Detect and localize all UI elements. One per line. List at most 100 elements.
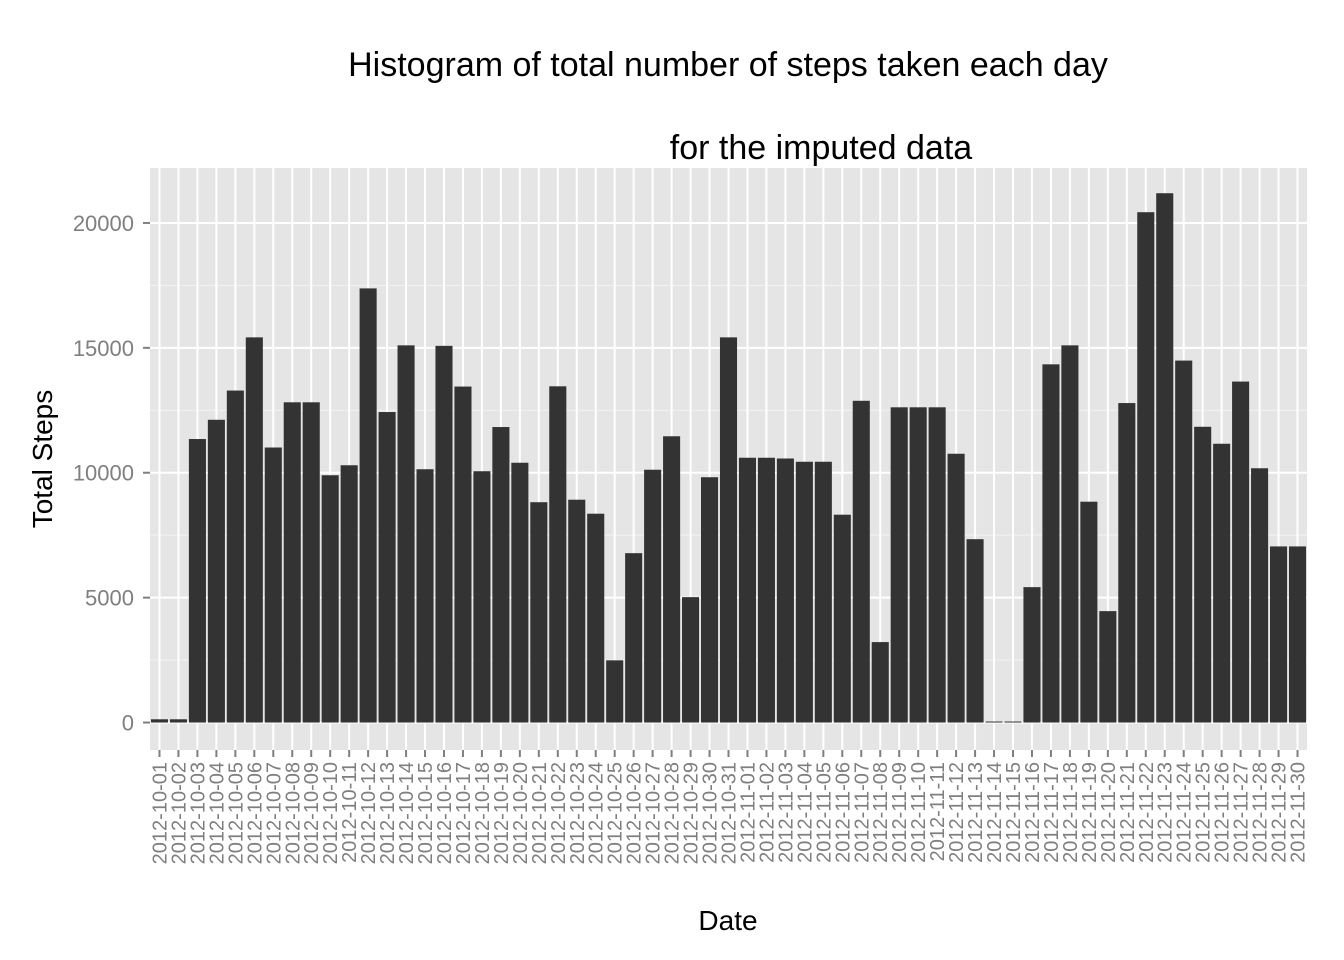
x-tick-label: 2012-10-13 [377, 762, 399, 864]
x-tick-label: 2012-10-19 [491, 762, 513, 864]
x-tick-label: 2012-11-23 [1155, 762, 1177, 863]
bar [1099, 611, 1117, 723]
x-tick-label: 2012-11-17 [1041, 762, 1063, 863]
bar [814, 461, 832, 723]
bar [549, 386, 567, 723]
bar [416, 469, 434, 723]
x-tick-label: 2012-11-20 [1098, 762, 1120, 863]
x-tick-label: 2012-11-02 [756, 762, 778, 863]
bar [1061, 345, 1079, 723]
x-tick-label: 2012-10-10 [320, 762, 342, 864]
bar [1137, 212, 1155, 723]
x-tick-label: 2012-11-06 [832, 762, 854, 863]
x-tick-label: 2012-11-03 [775, 762, 797, 863]
x-tick-label: 2012-10-03 [187, 762, 209, 864]
bar [169, 719, 187, 723]
bar [397, 345, 415, 723]
x-tick-label: 2012-11-10 [908, 762, 930, 863]
x-tick-label: 2012-11-15 [1003, 762, 1025, 863]
bar [776, 458, 794, 723]
x-axis: 2012-10-012012-10-022012-10-032012-10-04… [149, 750, 1310, 864]
bar [1118, 403, 1136, 723]
bar [587, 513, 605, 723]
x-tick-label: 2012-11-30 [1288, 762, 1310, 863]
chart-title-line-1: Histogram of total number of steps taken… [348, 46, 1108, 84]
bar [473, 471, 491, 723]
bar [663, 436, 681, 723]
x-tick-label: 2012-11-04 [794, 762, 816, 863]
bar [1288, 546, 1307, 723]
bar [321, 475, 339, 723]
bar [1270, 546, 1288, 723]
x-tick-label: 2012-11-26 [1212, 762, 1234, 863]
bar [188, 439, 206, 723]
bar [928, 407, 946, 723]
x-tick-label: 2012-10-23 [567, 762, 589, 864]
y-axis-title: Total Steps [27, 390, 58, 529]
bar [245, 337, 263, 723]
bar [719, 337, 738, 723]
x-tick-label: 2012-10-26 [624, 762, 646, 864]
x-tick-label: 2012-10-27 [643, 762, 665, 864]
x-tick-label: 2012-10-12 [358, 762, 380, 864]
x-tick-label: 2012-10-04 [206, 762, 228, 864]
x-tick-label: 2012-11-08 [870, 762, 892, 863]
x-tick-label: 2012-10-17 [453, 762, 475, 864]
bar [359, 288, 377, 723]
bar [435, 345, 453, 723]
x-tick-label: 2012-11-12 [946, 762, 968, 863]
x-tick-label: 2012-10-22 [548, 762, 570, 864]
x-tick-label: 2012-11-22 [1136, 762, 1158, 863]
chart-title-line-2: for the imputed data [670, 129, 973, 167]
x-tick-label: 2012-11-21 [1117, 762, 1139, 863]
bar [302, 402, 320, 723]
bar [833, 514, 851, 723]
bar [757, 457, 775, 723]
x-tick-label: 2012-11-18 [1060, 762, 1082, 863]
x-tick-label: 2012-10-08 [282, 762, 304, 864]
bar [264, 447, 282, 723]
x-tick-label: 2012-10-07 [263, 762, 285, 864]
x-tick-label: 2012-11-01 [737, 762, 759, 863]
x-tick-label: 2012-10-31 [719, 762, 741, 864]
x-tick-label: 2012-10-24 [586, 762, 608, 864]
x-tick-label: 2012-11-11 [927, 762, 949, 861]
x-tick-label: 2012-11-05 [813, 762, 835, 863]
x-tick-label: 2012-10-01 [149, 762, 171, 864]
bar [568, 499, 586, 723]
x-tick-label: 2012-11-14 [984, 762, 1006, 863]
x-tick-label: 2012-10-30 [700, 762, 722, 864]
x-tick-label: 2012-10-11 [339, 762, 361, 863]
bar [1175, 360, 1193, 723]
bar [795, 461, 813, 723]
x-tick-label: 2012-10-29 [681, 762, 703, 864]
bar [947, 453, 965, 723]
bar [890, 407, 908, 723]
x-tick-label: 2012-11-25 [1193, 762, 1215, 863]
y-tick-label: 10000 [73, 461, 134, 486]
y-axis: 0 5000 10000 15000 20000 [73, 211, 150, 736]
x-tick-label: 2012-10-21 [529, 762, 551, 864]
x-tick-label: 2012-11-28 [1250, 762, 1272, 863]
bar [1042, 364, 1060, 723]
bar [852, 400, 870, 723]
y-tick-label: 5000 [85, 586, 134, 611]
bar [207, 419, 225, 723]
bar [966, 539, 984, 723]
x-tick-label: 2012-10-28 [662, 762, 684, 864]
bar [1251, 468, 1269, 723]
x-tick-label: 2012-10-02 [168, 762, 190, 864]
bar [1004, 721, 1022, 723]
bar [1080, 501, 1098, 723]
bar [625, 553, 643, 723]
bar [511, 462, 529, 723]
bar [1213, 443, 1231, 723]
x-tick-label: 2012-10-25 [605, 762, 627, 864]
bar [909, 407, 927, 723]
bar [378, 412, 396, 723]
x-tick-label: 2012-10-18 [472, 762, 494, 864]
bars [150, 193, 1307, 723]
x-tick-label: 2012-11-27 [1231, 762, 1253, 863]
x-tick-label: 2012-10-14 [396, 762, 418, 864]
bar [606, 660, 624, 723]
